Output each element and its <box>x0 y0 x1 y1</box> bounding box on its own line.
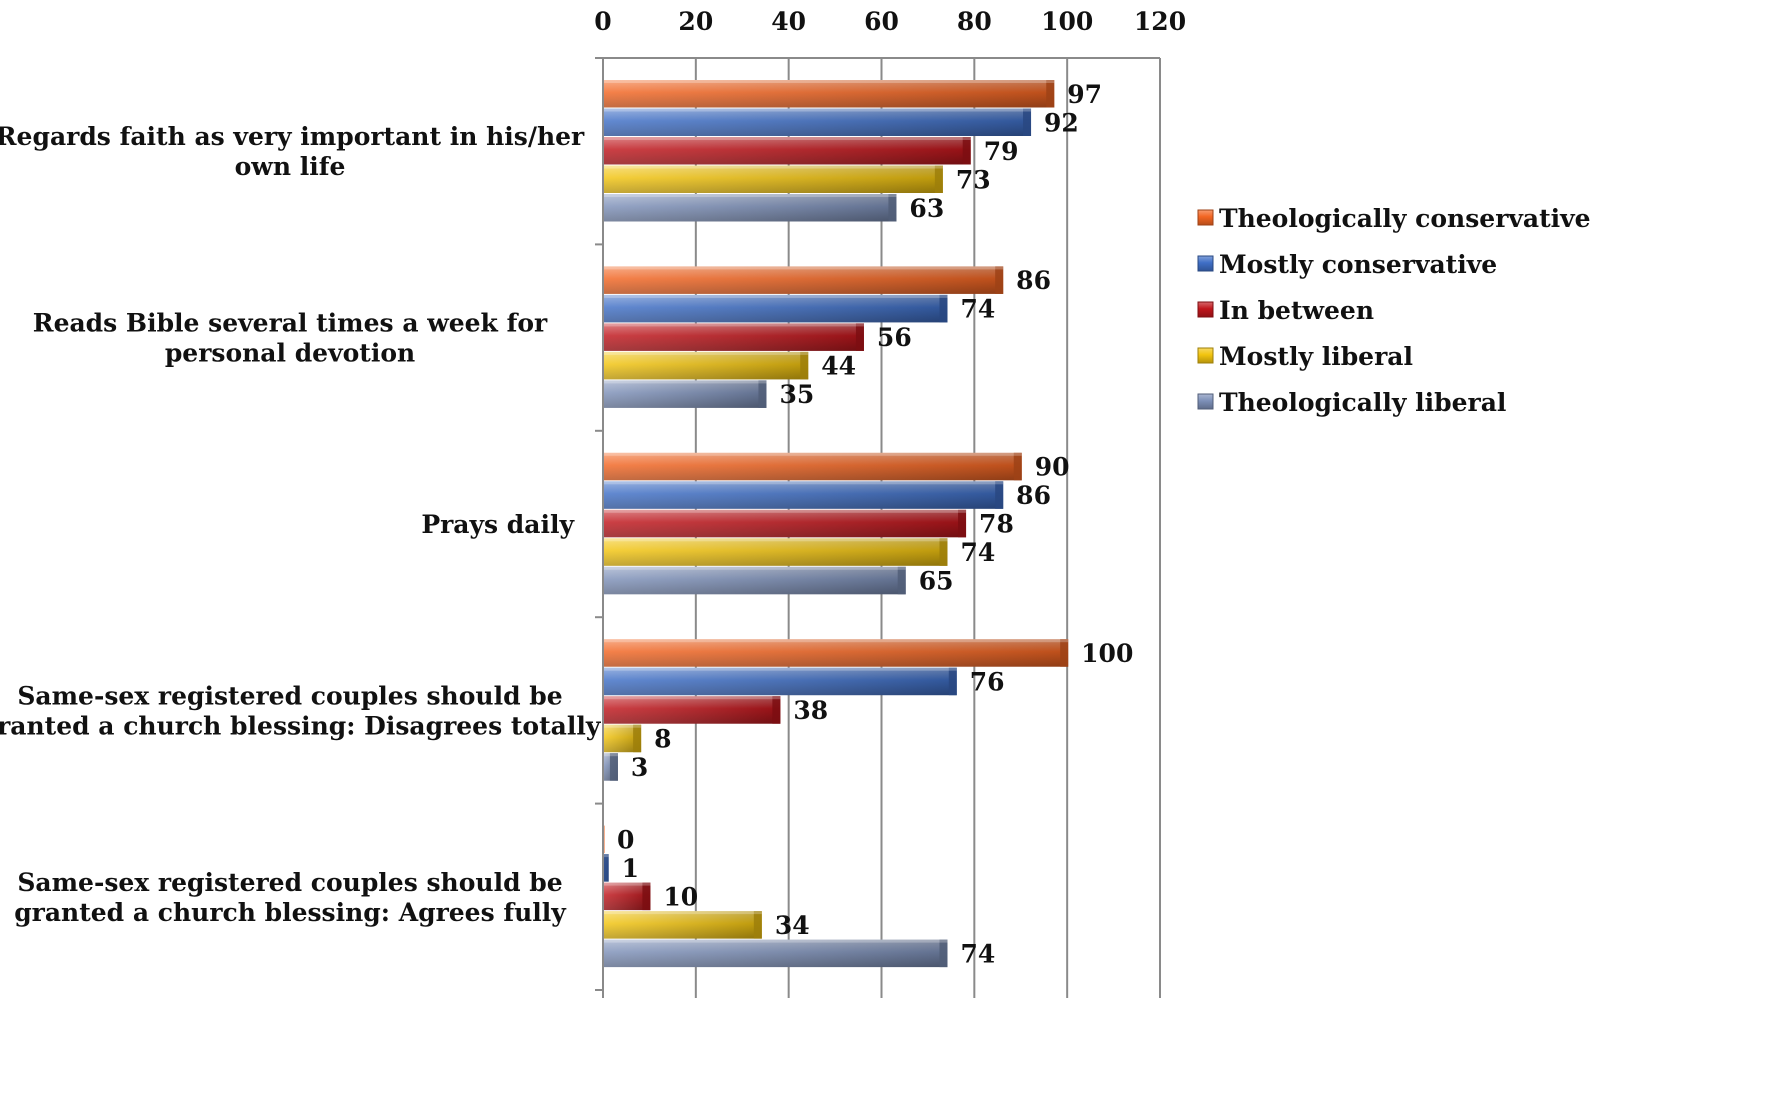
x-tick-label: 60 <box>864 7 899 36</box>
category-label-line: own life <box>235 152 346 181</box>
bar-theologically-conservative-4 <box>604 639 1069 667</box>
data-label-theologically-liberal-3: 65 <box>919 567 954 596</box>
data-label-mostly-liberal-3: 74 <box>960 538 995 567</box>
bar-in-between-2 <box>604 323 864 351</box>
bar-mostly-liberal-2 <box>604 351 809 380</box>
data-label-in-between-5: 10 <box>663 882 698 911</box>
bars <box>604 80 1069 968</box>
data-label-mostly-liberal-5: 34 <box>775 911 810 940</box>
x-tick-label: 20 <box>678 7 713 36</box>
legend-label: Mostly conservative <box>1219 250 1497 279</box>
bar-theologically-liberal-3 <box>604 566 906 595</box>
legend-item-theologically-liberal: Theologically liberal <box>1197 388 1506 417</box>
bar-mostly-liberal-1 <box>604 165 943 193</box>
axes <box>595 57 1160 991</box>
data-label-in-between-4: 38 <box>793 696 828 725</box>
category-label-line: granted a church blessing: Agrees fully <box>14 898 567 927</box>
data-label-in-between-2: 56 <box>877 323 912 352</box>
bar-theologically-liberal-5 <box>604 939 948 968</box>
bar-mostly-liberal-5 <box>604 911 762 939</box>
x-tick-label: 120 <box>1134 7 1186 36</box>
data-label-mostly-liberal-4: 8 <box>654 724 671 753</box>
x-tick-label: 80 <box>957 7 992 36</box>
data-label-theologically-conservative-1: 97 <box>1067 80 1102 109</box>
legend-item-mostly-conservative: Mostly conservative <box>1197 250 1497 279</box>
data-label-mostly-conservative-5: 1 <box>622 854 639 883</box>
bar-mostly-conservative-1 <box>604 108 1032 136</box>
data-label-theologically-liberal-2: 35 <box>779 380 814 409</box>
bar-theologically-conservative-1 <box>604 80 1055 108</box>
category-label-line: personal devotion <box>165 339 415 368</box>
bar-in-between-5 <box>604 882 651 911</box>
legend-swatch <box>1197 393 1214 410</box>
data-label-in-between-1: 79 <box>984 137 1019 166</box>
data-label-theologically-liberal-4: 3 <box>631 753 648 782</box>
category-label-line: granted a church blessing: Disagrees tot… <box>0 711 602 740</box>
category-label-line: Regards faith as very important in his/h… <box>0 122 585 151</box>
data-label-mostly-conservative-2: 74 <box>960 295 995 324</box>
data-label-mostly-conservative-1: 92 <box>1044 108 1079 137</box>
data-label-theologically-liberal-5: 74 <box>960 939 995 968</box>
data-label-theologically-conservative-4: 100 <box>1081 639 1133 668</box>
data-label-theologically-conservative-2: 86 <box>1016 266 1051 295</box>
bar-in-between-1 <box>604 137 971 165</box>
bar-in-between-4 <box>604 696 781 724</box>
legend-item-in-between: In between <box>1197 296 1374 325</box>
bar-theologically-liberal-1 <box>604 194 897 222</box>
legend-swatch <box>1197 301 1214 318</box>
category-labels: Regards faith as very important in his/h… <box>0 122 602 927</box>
category-label-line: Same-sex registered couples should be <box>17 681 562 710</box>
data-labels: 9792797363867456443590867874651007638830… <box>617 80 1133 969</box>
category-label-line: Reads Bible several times a week for <box>33 309 548 338</box>
bar-mostly-conservative-5 <box>604 854 609 882</box>
legend-swatch <box>1197 347 1214 364</box>
legend-label: In between <box>1219 296 1374 325</box>
bar-mostly-conservative-3 <box>604 481 1004 509</box>
legend-item-theologically-conservative: Theologically conservative <box>1197 204 1591 233</box>
data-label-theologically-liberal-1: 63 <box>909 194 944 223</box>
legend-swatch <box>1197 209 1214 226</box>
data-label-mostly-liberal-1: 73 <box>956 165 991 194</box>
bar-theologically-conservative-3 <box>604 452 1022 481</box>
legend-label: Theologically liberal <box>1219 388 1506 417</box>
data-label-theologically-conservative-5: 0 <box>617 825 634 854</box>
bar-in-between-3 <box>604 509 967 538</box>
legend-label: Mostly liberal <box>1219 342 1413 371</box>
data-label-mostly-conservative-3: 86 <box>1016 481 1051 510</box>
data-label-mostly-conservative-4: 76 <box>970 667 1005 696</box>
x-tick-labels: 0 20 40 60 80 100 120 <box>594 7 1186 36</box>
bar-mostly-conservative-2 <box>604 294 948 323</box>
data-label-in-between-3: 78 <box>979 510 1014 539</box>
bar-theologically-conservative-5 <box>604 825 605 854</box>
legend-swatch <box>1197 255 1214 272</box>
legend: Theologically conservative Mostly conserv… <box>1197 204 1591 417</box>
bar-theologically-conservative-2 <box>604 266 1004 294</box>
data-label-theologically-conservative-3: 90 <box>1035 453 1070 482</box>
category-label-line: Same-sex registered couples should be <box>17 868 562 897</box>
x-tick-label: 0 <box>594 7 611 36</box>
category-label-line: Prays daily <box>421 510 575 539</box>
data-label-mostly-liberal-2: 44 <box>821 352 856 381</box>
legend-label: Theologically conservative <box>1219 204 1591 233</box>
bar-mostly-liberal-4 <box>604 724 642 753</box>
bar-theologically-liberal-4 <box>604 753 618 781</box>
bar-mostly-conservative-4 <box>604 667 957 696</box>
bar-theologically-liberal-2 <box>604 380 767 408</box>
x-tick-label: 40 <box>771 7 806 36</box>
bar-mostly-liberal-3 <box>604 538 948 566</box>
x-tick-label: 100 <box>1041 7 1093 36</box>
legend-item-mostly-liberal: Mostly liberal <box>1197 342 1413 371</box>
